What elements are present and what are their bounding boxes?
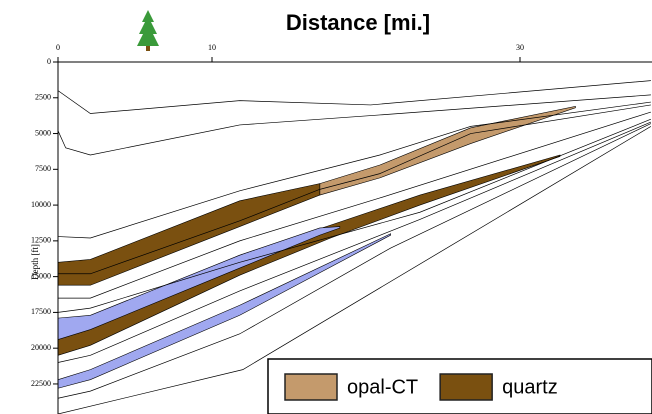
y-tick-label: 5000	[35, 128, 51, 137]
legend-swatch	[440, 374, 492, 400]
legend: opal-CT quartz	[268, 359, 652, 414]
y-tick-label: 15000	[31, 271, 51, 280]
y-tick-label: 7500	[35, 164, 51, 173]
y-tick-label: 2500	[35, 93, 51, 102]
legend-label: quartz	[502, 376, 558, 398]
legend-swatch	[285, 374, 337, 400]
y-tick-label: 22500	[31, 379, 51, 388]
chart: Distance [mi.] Depth [ft] 01030025005000…	[0, 0, 652, 414]
legend-label: opal-CT	[347, 376, 418, 398]
chart-title: Distance [mi.]	[286, 10, 430, 35]
y-tick-label: 17500	[31, 307, 51, 316]
y-tick-label: 12500	[31, 236, 51, 245]
x-tick-label: 0	[56, 43, 60, 52]
y-tick-label: 20000	[31, 343, 51, 352]
y-tick-label: 10000	[31, 200, 51, 209]
y-tick-label: 0	[47, 57, 51, 66]
x-tick-label: 10	[208, 43, 216, 52]
x-tick-label: 30	[516, 43, 524, 52]
